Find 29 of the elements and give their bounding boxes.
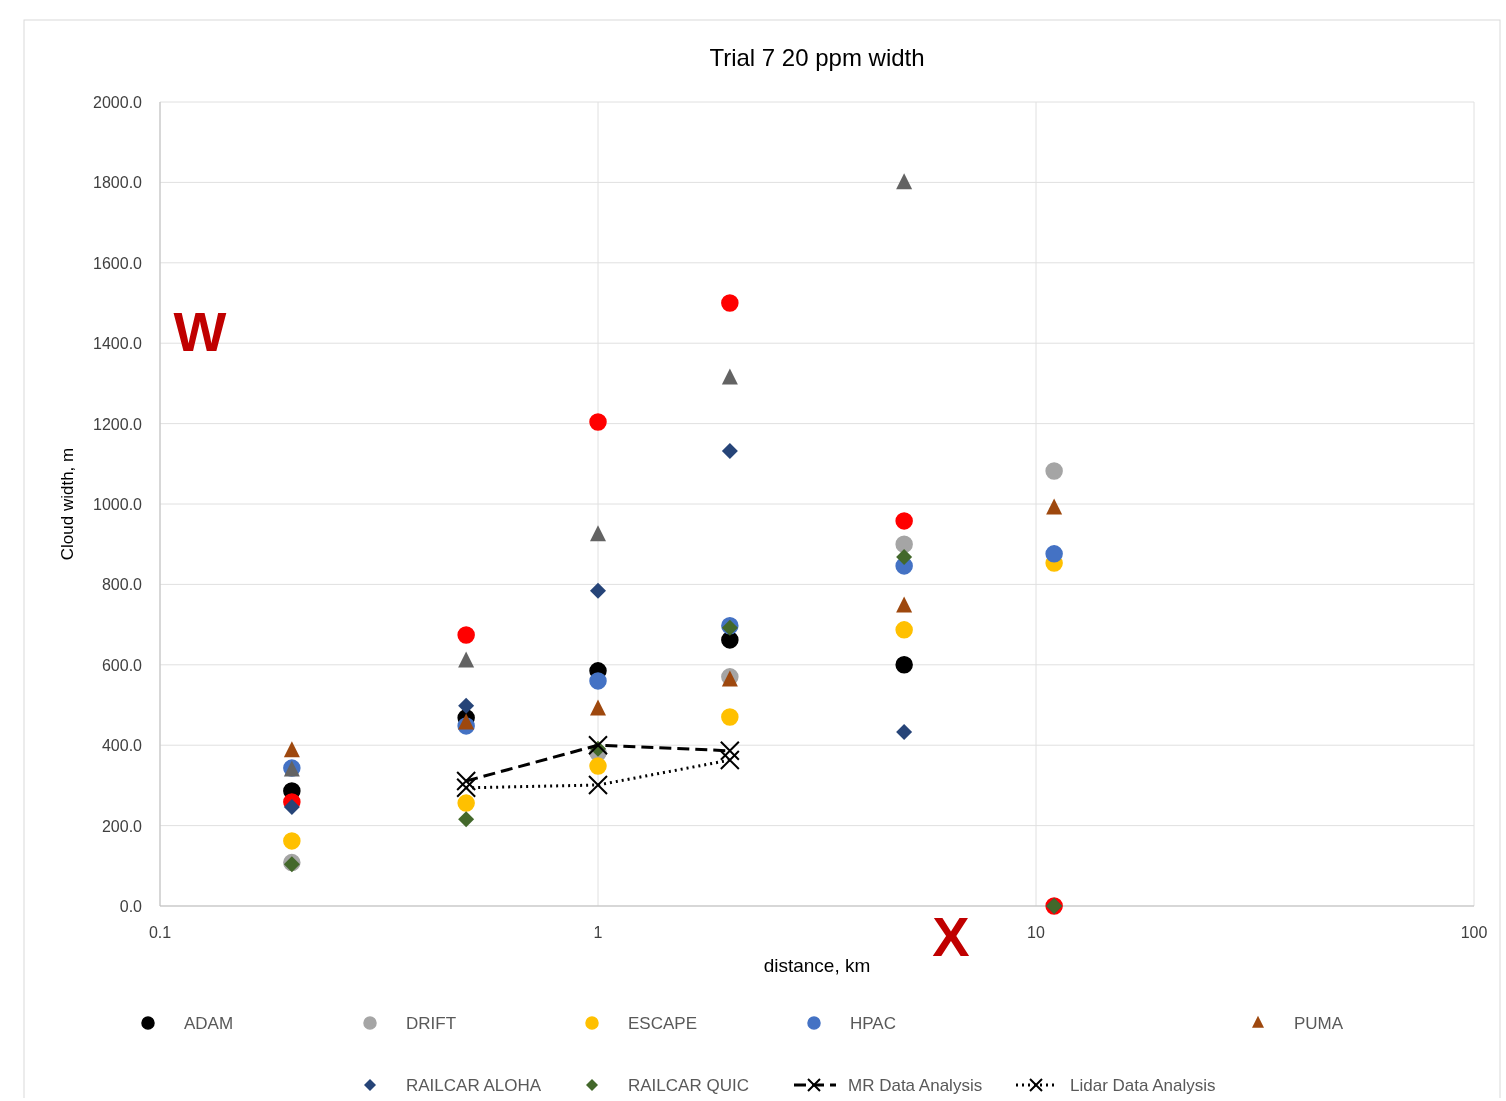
y-tick-label: 600.0 [101,656,143,674]
legend-label: MR Data Analysis [848,1076,983,1095]
legend-label: HPAC [850,1014,896,1033]
y-tick-label: 400.0 [101,737,143,755]
legend-label: RAILCAR ALOHA [406,1076,542,1095]
y-tick-label: 2000.0 [93,94,143,111]
x-tick-label: 100 [1460,924,1488,941]
y-tick-label: 1200.0 [93,415,143,433]
y-axis-title: Cloud width, m [58,447,77,561]
annotation: W [173,300,227,363]
legend-label: PUMA [1294,1014,1344,1033]
annotation: X [932,905,970,968]
x-tick-label: 0.1 [148,924,172,941]
y-tick-label: 200.0 [101,817,143,835]
legend-label: RAILCAR QUIC [628,1076,749,1095]
x-tick-label: 1 [593,924,603,941]
chart-title: Trial 7 20 ppm width [709,44,925,71]
legend-label: ESCAPE [628,1014,697,1033]
y-tick-label: 1000.0 [93,496,143,513]
y-tick-label: 1400.0 [93,335,143,353]
x-axis-title: distance, km [763,955,871,976]
legend-label: DRIFT [406,1014,457,1033]
y-tick-label: 0.0 [119,898,143,915]
y-tick-label: 1800.0 [93,174,143,192]
y-tick-label: 800.0 [101,576,143,594]
legend-label: Lidar Data Analysis [1070,1076,1216,1095]
legend-label: ADAM [184,1014,234,1033]
y-tick-label: 1600.0 [93,254,143,272]
x-tick-label: 10 [1027,924,1045,941]
